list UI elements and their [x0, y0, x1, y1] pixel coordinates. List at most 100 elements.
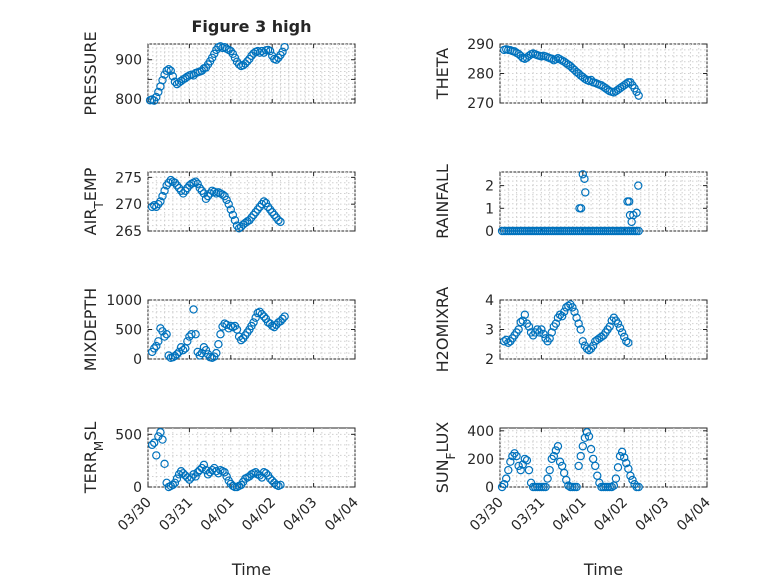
data-point	[581, 188, 590, 197]
x-tick-label: 04/02	[239, 495, 279, 535]
data-point	[228, 210, 238, 220]
y-tick-label: 265	[115, 224, 142, 240]
y-axis-label: AIRTEMP	[81, 167, 106, 235]
axes-box	[147, 171, 356, 232]
data-point	[185, 181, 194, 190]
data-point	[516, 317, 525, 327]
data-point	[270, 322, 279, 332]
data-point	[576, 325, 585, 334]
y-tick-label: 0	[133, 352, 142, 368]
data-point	[249, 49, 258, 58]
data-point	[574, 461, 583, 471]
data-point	[160, 459, 169, 469]
data-point	[255, 307, 264, 316]
data-point	[212, 466, 221, 476]
data-point	[272, 55, 281, 64]
data-point	[251, 313, 260, 322]
data-point	[255, 202, 264, 212]
data-point	[158, 191, 167, 201]
data-point	[193, 179, 202, 188]
data-point	[597, 332, 606, 342]
y-axis-label: RAINFALL	[433, 164, 452, 239]
y-tick-label: 0	[485, 480, 494, 496]
data-point	[150, 344, 159, 353]
y-axis-label: TERRMSL	[81, 422, 106, 495]
data-point	[201, 465, 211, 475]
x-axis-label: Time	[231, 560, 271, 579]
data-point	[172, 181, 182, 190]
data-point	[524, 51, 534, 61]
y-tick-label: 1000	[106, 293, 142, 309]
chart-title: Figure 3 high	[192, 17, 312, 36]
data-point	[617, 328, 627, 337]
data-point	[559, 307, 569, 316]
data-point	[150, 438, 159, 447]
y-tick-label: 1	[485, 201, 494, 217]
data-point	[572, 482, 581, 492]
data-point	[156, 428, 165, 437]
data-point	[541, 482, 550, 492]
data-point	[584, 432, 594, 441]
panel-rainfall: 0 1 2 RAINFALL	[433, 164, 708, 240]
data-point	[199, 189, 209, 198]
data-point	[160, 186, 169, 195]
data-point	[257, 46, 267, 56]
data-point	[276, 217, 285, 227]
data-point	[172, 350, 182, 359]
data-point	[539, 329, 548, 339]
data-point	[191, 330, 200, 339]
data-point	[514, 325, 523, 334]
data-point	[524, 465, 534, 475]
data-point	[259, 48, 269, 57]
data-point	[187, 330, 196, 339]
data-point	[634, 181, 643, 190]
data-point	[545, 465, 554, 475]
data-point	[170, 77, 180, 86]
y-tick-label: 200	[467, 452, 494, 468]
panel-pressure: 800 900 PRESSURE Figure 3 high	[81, 17, 356, 116]
data-point	[253, 205, 262, 214]
data-point	[195, 351, 204, 360]
data-point	[197, 186, 207, 195]
data-point	[551, 446, 561, 455]
data-point	[152, 92, 161, 102]
axes-box	[499, 427, 708, 488]
data-point	[578, 170, 588, 179]
data-point	[160, 70, 169, 79]
data-point	[249, 318, 258, 327]
x-tick-label: 04/01	[550, 495, 590, 535]
x-tick-label: 04/03	[281, 495, 321, 535]
data-point	[276, 480, 285, 490]
data-point	[520, 310, 530, 319]
x-tick-label: 04/04	[322, 494, 362, 534]
data-point	[634, 482, 643, 492]
data-point	[189, 470, 198, 479]
data-point	[245, 216, 254, 225]
y-tick-label: 0	[133, 480, 142, 496]
data-point	[276, 317, 285, 326]
data-point	[591, 461, 600, 471]
y-tick-label: 2	[485, 352, 494, 368]
data-point	[562, 475, 571, 485]
data-point	[166, 66, 175, 75]
data-point	[547, 54, 556, 63]
data-point	[578, 337, 588, 346]
data-point	[199, 460, 209, 470]
data-point	[615, 451, 625, 461]
data-point	[580, 174, 589, 184]
data-point	[214, 340, 223, 349]
data-point	[183, 337, 192, 346]
x-axis-label: Time	[583, 560, 623, 579]
data-point	[626, 471, 635, 480]
data-point	[278, 47, 287, 57]
data-point	[152, 341, 161, 351]
data-point	[622, 79, 631, 89]
panel-air-temp: 265 270 275 AIRTEMP	[81, 167, 356, 240]
data-point	[222, 195, 231, 205]
data-point	[203, 191, 213, 201]
y-tick-label: 280	[467, 67, 494, 83]
data-point	[154, 199, 163, 209]
data-point	[247, 213, 256, 222]
data-point	[218, 190, 227, 199]
data-point	[201, 345, 211, 355]
